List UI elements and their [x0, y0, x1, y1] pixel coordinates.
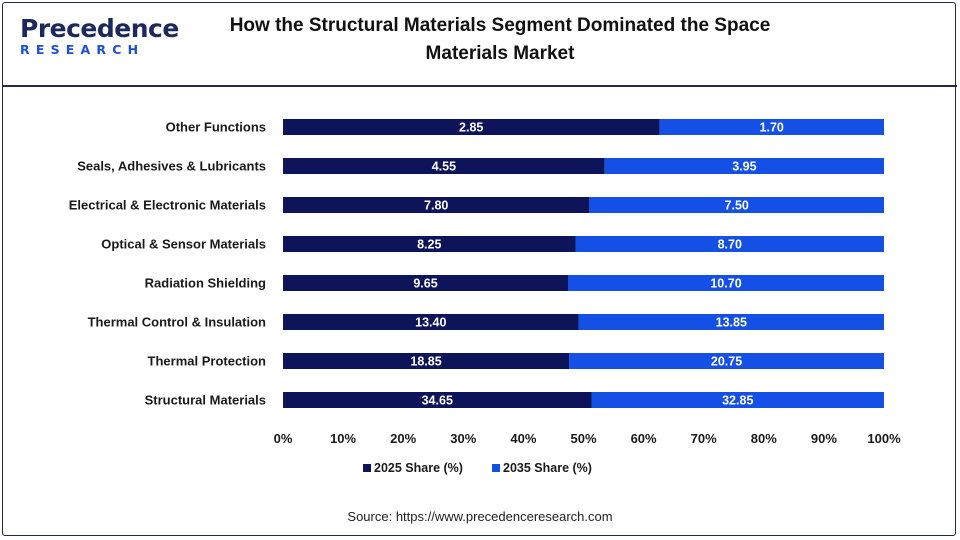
- data-label: 34.65: [422, 394, 453, 408]
- data-label: 8.70: [718, 238, 742, 252]
- data-label: 1.70: [760, 121, 784, 135]
- logo-subtitle: RESEARCH: [20, 42, 145, 57]
- x-tick-label: 0%: [274, 431, 293, 446]
- data-label: 18.85: [410, 355, 441, 369]
- data-label: 32.85: [722, 394, 753, 408]
- bar-segment-2035: [569, 353, 884, 369]
- legend-label-2035: 2035 Share (%): [503, 461, 592, 475]
- x-tick-label: 20%: [390, 431, 416, 446]
- data-label: 4.55: [432, 160, 456, 174]
- data-label: 8.25: [417, 238, 441, 252]
- header: Precedence RESEARCH How the Structural M…: [0, 0, 960, 86]
- bar-segment-2025: [283, 392, 592, 408]
- x-tick-label: 80%: [751, 431, 777, 446]
- category-label: Radiation Shielding: [145, 276, 266, 291]
- data-label: 13.85: [716, 316, 747, 330]
- bar-segment-2035: [589, 197, 884, 213]
- bar-segment-2025: [283, 314, 579, 330]
- data-label: 9.65: [413, 277, 437, 291]
- header-divider: [2, 85, 957, 87]
- category-label: Optical & Sensor Materials: [101, 237, 266, 252]
- data-label: 20.75: [711, 355, 742, 369]
- bar-segment-2035: [604, 158, 884, 174]
- category-label: Thermal Control & Insulation: [88, 315, 266, 330]
- source-note: Source: https://www.precedenceresearch.c…: [347, 509, 613, 524]
- bar-segment-2025: [283, 353, 570, 369]
- brand-logo: Precedence RESEARCH: [20, 14, 179, 66]
- chart-title-line2: Materials Market: [425, 43, 575, 64]
- bar-segment-2035: [591, 392, 884, 408]
- data-label: 13.40: [415, 316, 446, 330]
- data-label: 10.70: [710, 277, 741, 291]
- category-label: Thermal Protection: [148, 354, 267, 369]
- x-tick-label: 100%: [867, 431, 901, 446]
- chart-title: How the Structural Materials Segment Dom…: [200, 12, 800, 68]
- data-label: 3.95: [732, 160, 756, 174]
- category-label: Seals, Adhesives & Lubricants: [77, 159, 266, 174]
- x-tick-label: 60%: [631, 431, 657, 446]
- data-label: 7.80: [424, 199, 448, 213]
- category-label: Other Functions: [166, 120, 266, 135]
- bar-segment-2025: [283, 236, 576, 252]
- legend-swatch-2035: [492, 464, 500, 472]
- category-label: Structural Materials: [145, 393, 266, 408]
- x-tick-label: 70%: [691, 431, 717, 446]
- x-tick-label: 30%: [450, 431, 476, 446]
- data-label: 2.85: [459, 121, 483, 135]
- bar-segment-2025: [283, 275, 568, 291]
- data-label: 7.50: [725, 199, 749, 213]
- bar-segment-2035: [568, 275, 884, 291]
- x-tick-label: 10%: [330, 431, 356, 446]
- bar-segment-2035: [575, 236, 884, 252]
- bar-segment-2035: [578, 314, 884, 330]
- logo-wordmark: Precedence: [20, 14, 179, 43]
- bar-segment-2035: [659, 119, 884, 135]
- bar-segment-2025: [283, 119, 660, 135]
- legend-swatch-2025: [363, 464, 371, 472]
- x-tick-label: 50%: [570, 431, 596, 446]
- chart-title-line1: How the Structural Materials Segment Dom…: [229, 15, 771, 36]
- legend-label-2025: 2025 Share (%): [374, 461, 463, 475]
- category-label: Electrical & Electronic Materials: [69, 198, 266, 213]
- bar-segment-2025: [283, 197, 590, 213]
- x-tick-label: 40%: [510, 431, 536, 446]
- x-tick-label: 90%: [811, 431, 837, 446]
- bar-segment-2025: [283, 158, 605, 174]
